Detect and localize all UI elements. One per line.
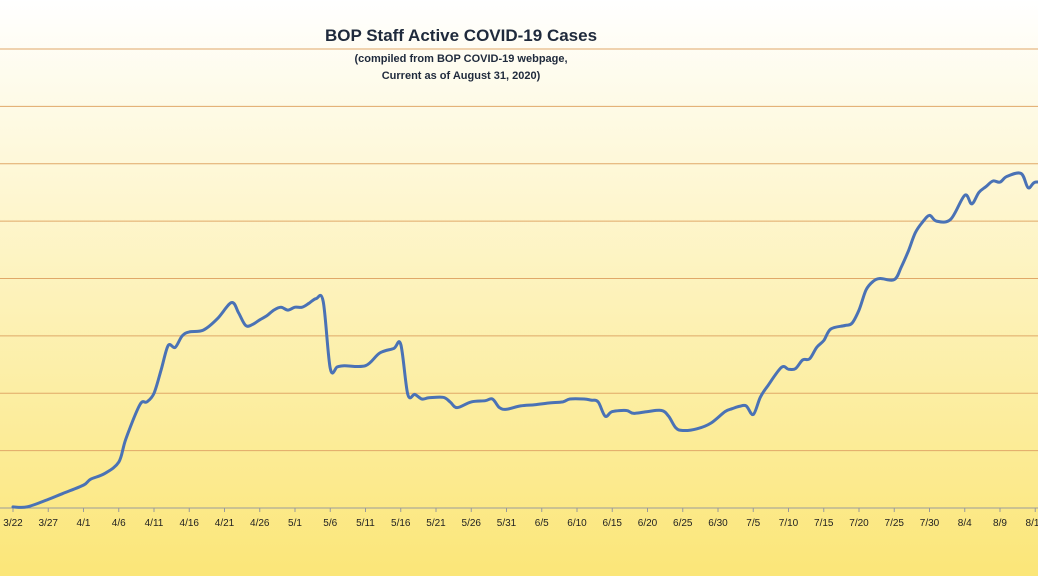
x-tick-labels: 3/22 3/27 4/1 4/6 4/11 4/16 4/21 4/26 5/1 5/6 5/11… xyxy=(3,508,1038,529)
series-line xyxy=(11,171,1038,509)
x-tick-label: 4/16 xyxy=(180,518,200,529)
x-tick-label: 6/30 xyxy=(708,518,728,529)
x-tick-label: 6/20 xyxy=(638,518,658,529)
x-tick-label: 4/1 xyxy=(77,518,91,529)
x-tick-label: 5/26 xyxy=(462,518,482,529)
x-tick-label: 7/25 xyxy=(885,518,905,529)
x-tick-label: 3/27 xyxy=(39,518,59,529)
x-tick-label: 7/10 xyxy=(779,518,799,529)
x-tick-label: 4/11 xyxy=(145,518,164,529)
x-tick-label: 7/5 xyxy=(746,518,760,529)
gridlines xyxy=(0,48,1038,452)
x-tick-label: 8/4 xyxy=(958,518,972,529)
x-tick-label: 5/11 xyxy=(356,518,375,529)
x-tick-label: 7/15 xyxy=(814,518,834,529)
x-tick-label: 6/15 xyxy=(603,518,623,529)
x-tick-label: 5/6 xyxy=(323,518,337,529)
x-tick-label: 5/16 xyxy=(391,518,411,529)
x-tick-label: 6/10 xyxy=(567,518,587,529)
x-tick-label: 4/21 xyxy=(215,518,235,529)
x-tick-label: 8/14 xyxy=(1026,518,1038,529)
x-tick-label: 7/20 xyxy=(849,518,869,529)
x-tick-label: 6/25 xyxy=(673,518,693,529)
series xyxy=(11,171,1038,509)
x-tick-label: 5/31 xyxy=(497,518,517,529)
chart-title: BOP Staff Active COVID-19 Cases xyxy=(325,26,597,45)
x-tick-label: 6/5 xyxy=(535,518,549,529)
x-tick-label: 7/30 xyxy=(920,518,940,529)
x-tick-label: 4/6 xyxy=(112,518,126,529)
x-tick-label: 8/9 xyxy=(993,518,1007,529)
x-tick-label: 3/22 xyxy=(3,518,23,529)
chart-subtitle-line-2: Current as of August 31, 2020) xyxy=(382,70,541,82)
x-tick-label: 4/26 xyxy=(250,518,270,529)
x-tick-label: 5/21 xyxy=(426,518,446,529)
x-tick-label: 5/1 xyxy=(288,518,302,529)
chart-subtitle-line-1: (compiled from BOP COVID-19 webpage, xyxy=(354,53,567,65)
